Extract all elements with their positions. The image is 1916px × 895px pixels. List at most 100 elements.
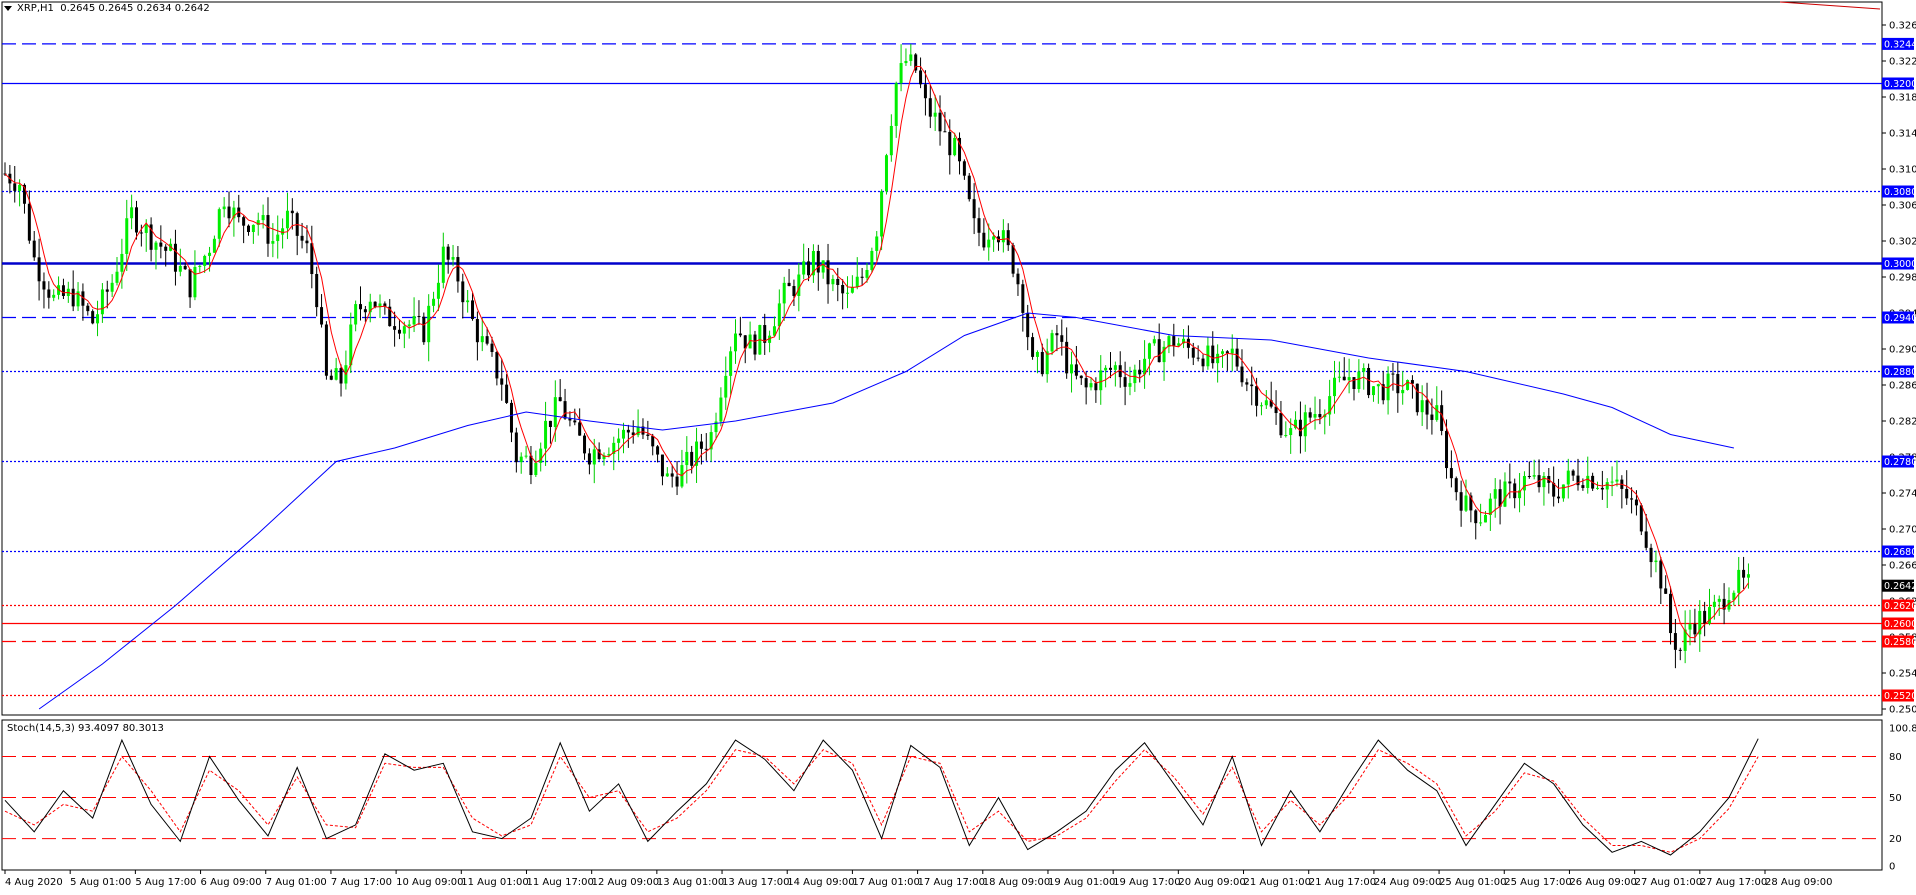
candle-body: [500, 378, 504, 385]
candle-body: [456, 257, 460, 282]
candle-body: [958, 137, 962, 162]
candle-body: [18, 184, 22, 191]
candle-body: [134, 207, 138, 233]
collapse-triangle-icon[interactable]: [4, 5, 12, 11]
candle-body: [130, 207, 134, 219]
candle-body: [1571, 470, 1575, 476]
candle-body: [1143, 358, 1147, 375]
candle-body: [154, 242, 158, 250]
candle-body: [1469, 495, 1473, 511]
candle-body: [1391, 373, 1395, 375]
candle-body: [1561, 484, 1565, 499]
candle-body: [1522, 476, 1526, 491]
candle-body: [383, 303, 387, 307]
candle-body: [368, 301, 372, 313]
candle-body: [1449, 468, 1453, 479]
candle-body: [675, 476, 679, 487]
candle-body: [772, 326, 776, 336]
candle-body: [841, 284, 845, 294]
candle-body: [76, 291, 80, 307]
candle-body: [1201, 358, 1205, 367]
candle-body: [626, 429, 630, 433]
candle-body: [719, 397, 723, 422]
candle-body: [1216, 353, 1220, 364]
candle-body: [641, 426, 645, 435]
stoch-scale-label: 50: [1889, 793, 1902, 804]
candle-body: [933, 112, 937, 117]
candle-body: [125, 218, 129, 254]
candle-body: [1445, 430, 1449, 469]
level-label: 0.2780: [1884, 457, 1916, 468]
candle-body: [1508, 481, 1512, 484]
candle-body: [1503, 481, 1507, 507]
candle-body: [1605, 482, 1609, 490]
candle-body: [432, 298, 436, 306]
level-label: 0.2880: [1884, 367, 1916, 378]
candle-body: [1435, 405, 1439, 420]
time-tick-label: 10 Aug 09:00: [396, 877, 463, 888]
level-label: 0.3244: [1884, 39, 1916, 50]
candle-body: [115, 271, 119, 283]
level-label: 0.2940: [1884, 313, 1916, 324]
candle-body: [1673, 633, 1677, 650]
candle-body: [782, 282, 786, 304]
candle-body: [850, 286, 854, 293]
candle-body: [1371, 386, 1375, 396]
price-tick-label: 0.3145: [1889, 129, 1916, 140]
candle-body: [1026, 312, 1030, 338]
candle-body: [495, 352, 499, 379]
candle-body: [695, 441, 699, 466]
candle-body: [203, 255, 207, 266]
stoch-scale-label: 20: [1889, 834, 1902, 845]
candle-body: [402, 326, 406, 334]
candle-body: [1298, 419, 1302, 437]
candle-body: [928, 98, 932, 117]
candle-body: [378, 303, 382, 308]
time-tick-label: 11 Aug 01:00: [461, 877, 528, 888]
stoch-values: 93.4097 80.3013: [78, 723, 164, 734]
price-tick-label: 0.3225: [1889, 57, 1916, 68]
candle-body: [1172, 336, 1176, 346]
candle-body: [1104, 367, 1108, 371]
candle-body: [1284, 435, 1288, 437]
candle-body: [607, 453, 611, 456]
level-label-box: [1882, 689, 1914, 702]
candle-body: [1542, 475, 1546, 488]
candle-body: [247, 225, 250, 233]
candle-body: [1118, 365, 1122, 378]
level-label: 0.3080: [1884, 187, 1916, 198]
symbol-label: XRP,H1: [17, 3, 54, 14]
candle-body: [222, 206, 226, 210]
candle-body: [1074, 364, 1078, 376]
candle-body: [100, 289, 104, 315]
candle-body: [865, 269, 869, 278]
candle-body: [320, 307, 324, 325]
time-tick-label: 28 Aug 09:00: [1765, 877, 1832, 888]
price-tick-label: 0.3025: [1889, 237, 1916, 248]
candle-body: [1654, 560, 1658, 563]
level-label-box: [1882, 311, 1914, 324]
time-tick-label: 6 Aug 09:00: [201, 877, 262, 888]
candle-body: [860, 276, 864, 278]
candle-body: [631, 432, 635, 436]
candle-body: [729, 351, 733, 376]
candle-body: [1708, 607, 1711, 624]
level-label-box: [1882, 185, 1914, 198]
level-label: 0.3000: [1884, 259, 1916, 270]
candle-body: [763, 325, 767, 343]
candle-body: [992, 236, 996, 240]
candle-body: [261, 215, 265, 221]
candle-body: [1011, 245, 1015, 274]
time-tick-label: 25 Aug 17:00: [1504, 877, 1571, 888]
time-tick-label: 14 Aug 09:00: [787, 877, 854, 888]
candle-body: [1425, 400, 1429, 415]
time-tick-label: 27 Aug 17:00: [1700, 877, 1767, 888]
candle-body: [1639, 505, 1643, 532]
candle-body: [1430, 414, 1434, 420]
candle-body: [899, 63, 903, 84]
candle-body: [37, 257, 41, 282]
candle-body: [27, 203, 31, 241]
candle-body: [1050, 333, 1054, 352]
